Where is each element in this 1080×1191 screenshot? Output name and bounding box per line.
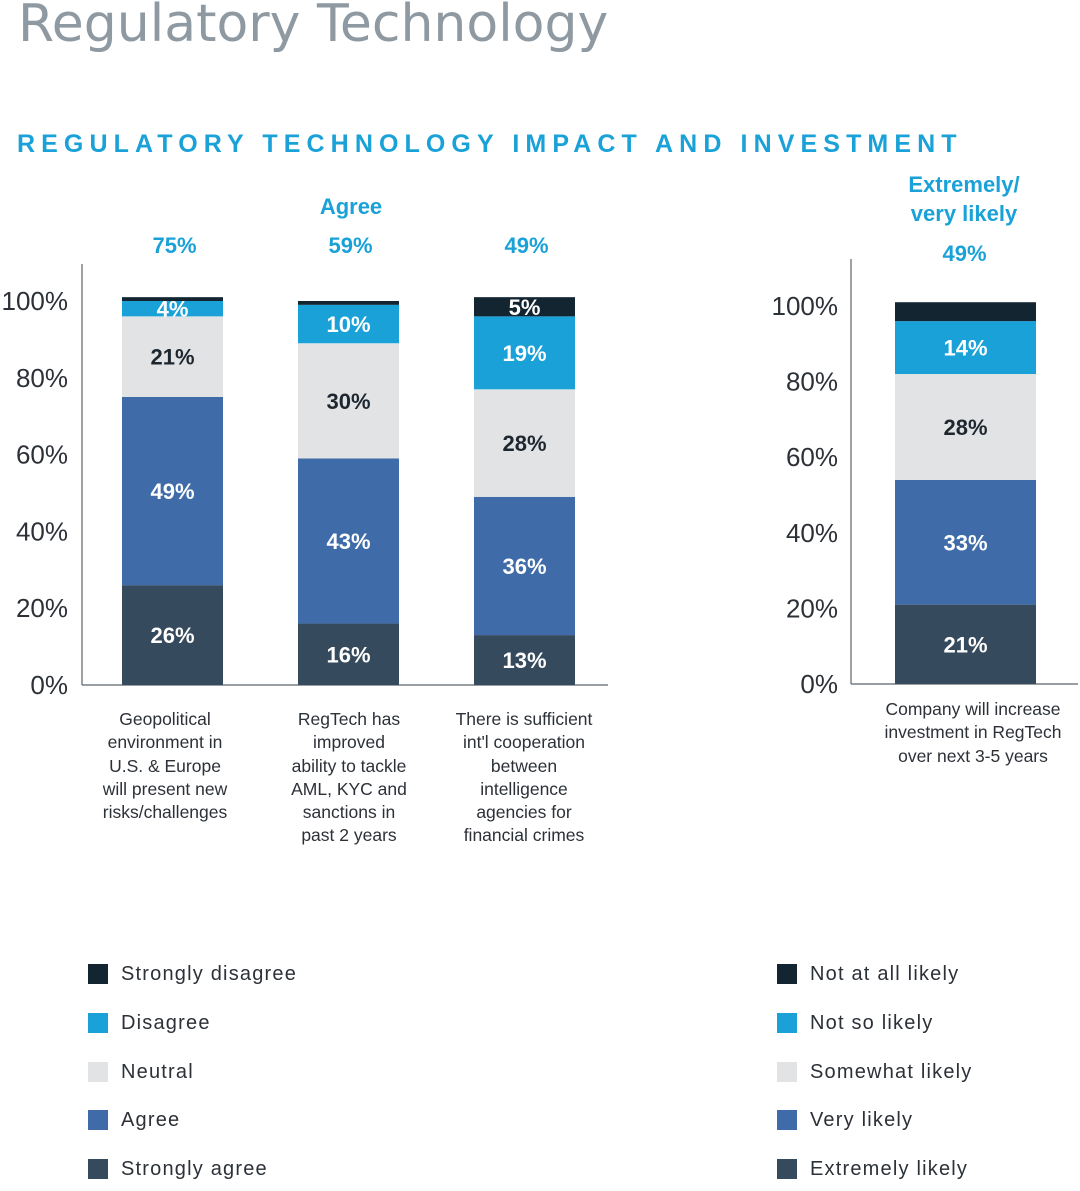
summary-heading: Extremely/ [908, 172, 1019, 197]
bar-segment-agree [122, 397, 223, 586]
bar-segment-strongly-disagree [474, 297, 575, 317]
data-label: 49% [150, 479, 194, 504]
section-title: REGULATORY TECHNOLOGY IMPACT AND INVESTM… [17, 130, 963, 158]
legend-label: Very likely [810, 1109, 914, 1132]
legend-swatch [88, 1110, 108, 1131]
bar-segment-strongly-agree [122, 585, 223, 685]
legend-agreement: Strongly disagree Disagree Neutral Agree Str… [88, 961, 408, 1191]
bar-segment-agree [474, 496, 575, 636]
legend-label: Agree [121, 1109, 181, 1132]
chart-1: 0%20%40%60%80%100%Agree75%26%49%21%4%59%… [2, 194, 608, 700]
y-tick-label: 60% [786, 442, 838, 472]
bar-segment-very-likely [895, 479, 1036, 605]
data-label: 10% [326, 312, 370, 337]
bar-segment-strongly-disagree [122, 297, 223, 301]
y-tick-label: 80% [786, 367, 838, 397]
data-label: 5% [509, 295, 541, 320]
legend-label: Extremely likely [810, 1158, 969, 1181]
summary-value: 49% [942, 241, 986, 266]
summary-heading: very likely [911, 201, 1018, 226]
bar-segment-disagree [122, 301, 223, 317]
y-tick-label: 0% [30, 670, 68, 700]
category-label: Company will increase investment in RegTe… [884, 699, 1062, 766]
data-label: 43% [326, 529, 370, 554]
legend-swatch [777, 964, 797, 984]
data-label: 16% [326, 642, 370, 667]
chart-2: 0% 20% 40% 60% 80% 100% Extremely/very likely 4… [772, 172, 1078, 699]
y-tick-label: 20% [786, 593, 838, 623]
page-title: Regulatory Technology [18, 0, 609, 54]
data-label: 28% [943, 415, 987, 440]
legend-swatch [88, 1061, 108, 1082]
data-label: 14% [943, 336, 987, 361]
legend-swatch [777, 1159, 797, 1180]
bar-segment-strongly-disagree [298, 301, 399, 305]
data-label: 33% [943, 530, 987, 555]
summary-value: 49% [504, 233, 548, 258]
data-label: 21% [943, 632, 987, 657]
summary-value: 75% [152, 233, 196, 258]
category-label: Geopolitical environment in U.S. & Europe w… [102, 709, 228, 823]
data-label: 26% [150, 623, 194, 648]
legend-label: Not at all likely [810, 963, 960, 985]
y-tick-label: 100% [2, 286, 69, 316]
bar-segment-neutral [122, 316, 223, 397]
legend-label: Strongly disagree [121, 963, 298, 985]
bar-segment-agree [298, 458, 399, 624]
summary-value: 59% [328, 233, 372, 258]
legend-label: Somewhat likely [810, 1060, 973, 1083]
legend-swatch [777, 1061, 797, 1082]
legend-swatch [88, 1012, 108, 1033]
bar-segment-neutral [474, 389, 575, 497]
data-label: 13% [502, 648, 546, 673]
y-tick-label: 40% [786, 518, 838, 548]
legend-swatch [777, 1012, 797, 1033]
legend-label: Disagree [121, 1011, 211, 1034]
bar-segment-strongly-agree [474, 635, 575, 685]
data-label: 19% [502, 341, 546, 366]
legend-label: Neutral [121, 1060, 194, 1083]
y-tick-label: 0% [800, 669, 838, 699]
legend-label: Not so likely [810, 1011, 934, 1034]
bar-segment-disagree [474, 316, 575, 390]
charts-canvas: 0%20%40%60%80%100%Agree75%26%49%21%4%59%… [2, 172, 1078, 700]
legend-swatch [88, 964, 108, 984]
legend-swatch [777, 1110, 797, 1131]
data-label: 30% [326, 389, 370, 414]
legend-likelihood: Not at all likely Not so likely Somewhat l… [777, 961, 1077, 1191]
y-tick-label: 100% [772, 291, 839, 321]
y-tick-label: 60% [16, 440, 68, 470]
legend-label: Strongly agree [121, 1158, 268, 1181]
data-label: 21% [150, 345, 194, 370]
data-label: 36% [502, 554, 546, 579]
bar-segment-somewhat-likely [895, 374, 1036, 480]
bar-segment-strongly-agree [298, 623, 399, 685]
category-label: There is sufficient int'l cooperation betw… [455, 709, 593, 846]
bar-segment-neutral [298, 343, 399, 459]
legend-swatch [88, 1159, 108, 1180]
y-tick-label: 40% [16, 516, 68, 546]
bar-segment-extremely-likely [895, 604, 1036, 684]
y-tick-label: 20% [16, 593, 68, 623]
bar-segment-disagree [298, 304, 399, 344]
data-label: 28% [502, 431, 546, 456]
summary-heading: Agree [320, 194, 382, 219]
bar-segment-not-at-all-likely [895, 302, 1036, 322]
category-label: RegTech has improved ability to tackle AML,… [291, 709, 407, 846]
y-tick-label: 80% [16, 363, 68, 393]
bar-segment-not-so-likely [895, 321, 1036, 375]
